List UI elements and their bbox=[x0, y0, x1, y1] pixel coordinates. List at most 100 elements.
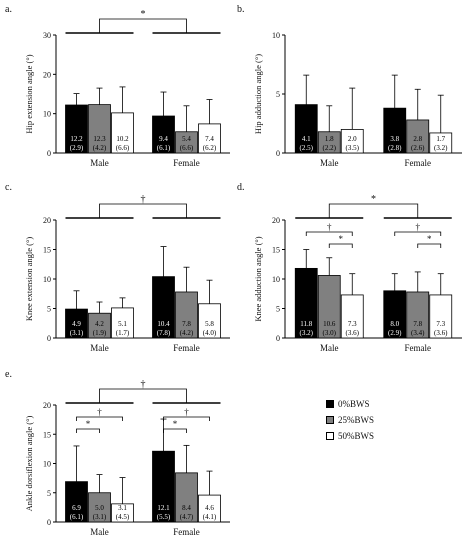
data-label: 5.4 bbox=[182, 135, 191, 143]
y-tick-label: 10 bbox=[272, 31, 280, 40]
legend-label-1: 25%BWS bbox=[338, 415, 374, 425]
bar-50%BWS bbox=[198, 123, 221, 154]
bar-0%BWS bbox=[294, 267, 318, 339]
sd-label: (6.2) bbox=[203, 144, 217, 152]
sd-label: (1.7) bbox=[116, 329, 130, 337]
bar-50%BWS bbox=[111, 307, 134, 339]
significance-bracket bbox=[328, 203, 419, 218]
data-label: 12.1 bbox=[157, 504, 170, 512]
bar-25%BWS bbox=[175, 291, 198, 339]
y-axis-title: Hip adduction angle (°) bbox=[253, 54, 263, 134]
sd-label: (4.1) bbox=[203, 513, 217, 521]
panel-4: d. 0 5 10 15 20 Knee adduction angle (°) Male 11… bbox=[237, 182, 462, 353]
significance-mark: † bbox=[141, 194, 146, 205]
sd-label: (2.6) bbox=[411, 144, 425, 152]
data-label: 4.9 bbox=[72, 320, 81, 328]
sd-label: (3.1) bbox=[70, 329, 84, 337]
sd-label: (3.2) bbox=[300, 329, 314, 337]
data-label: 5.8 bbox=[205, 320, 214, 328]
data-label: 8.0 bbox=[390, 320, 399, 328]
data-label: 12.3 bbox=[93, 135, 106, 143]
bar-25%BWS bbox=[406, 119, 430, 154]
pair-mark: † bbox=[184, 407, 189, 417]
data-label: 1.8 bbox=[325, 135, 334, 143]
panel-label: c. bbox=[5, 182, 12, 193]
sd-label: (2.2) bbox=[323, 144, 337, 152]
bar-25%BWS bbox=[88, 492, 111, 523]
significance-mark: † bbox=[141, 379, 146, 390]
sd-label: (1.9) bbox=[93, 329, 107, 337]
data-label: 3.1 bbox=[118, 504, 127, 512]
legend-swatch-0 bbox=[326, 400, 334, 408]
y-tick-label: 10 bbox=[43, 460, 51, 469]
data-label: 8.4 bbox=[182, 504, 191, 512]
data-label: 12.2 bbox=[70, 135, 83, 143]
y-tick-label: 0 bbox=[47, 334, 51, 343]
bar-0%BWS bbox=[152, 115, 175, 154]
pair-bracket bbox=[163, 428, 187, 433]
data-label: 4.2 bbox=[95, 320, 104, 328]
bar-25%BWS bbox=[88, 104, 111, 154]
x-tick-label: Female bbox=[405, 158, 432, 168]
y-tick-label: 15 bbox=[43, 430, 51, 439]
bar-0%BWS bbox=[383, 107, 407, 154]
sd-label: (4.2) bbox=[180, 329, 194, 337]
y-tick-label: 20 bbox=[43, 216, 51, 225]
significance-mark: * bbox=[141, 9, 146, 20]
pair-bracket bbox=[76, 416, 123, 421]
x-tick-label: Female bbox=[405, 343, 432, 353]
panel-2: b. 0 5 10 Hip adduction angle (°) Male 4.1(2.5… bbox=[237, 4, 462, 168]
bar-0%BWS bbox=[65, 308, 88, 339]
y-tick-label: 0 bbox=[47, 518, 51, 527]
bar-50%BWS bbox=[111, 112, 134, 154]
x-tick-label: Male bbox=[90, 158, 109, 168]
bar-0%BWS bbox=[294, 104, 318, 154]
bar-50%BWS bbox=[340, 128, 364, 154]
pair-bracket bbox=[305, 231, 353, 236]
pair-mark: * bbox=[173, 419, 178, 429]
data-label: 5.1 bbox=[118, 320, 127, 328]
bar-50%BWS bbox=[198, 494, 221, 523]
data-label: 6.9 bbox=[72, 504, 81, 512]
panel-label: e. bbox=[5, 369, 12, 380]
sd-label: (6.1) bbox=[157, 144, 171, 152]
pair-mark: * bbox=[427, 234, 432, 244]
y-tick-label: 5 bbox=[276, 305, 280, 314]
y-tick-label: 5 bbox=[276, 90, 280, 99]
data-label: 3.8 bbox=[390, 135, 399, 143]
sd-label: (3.4) bbox=[411, 329, 425, 337]
bar-25%BWS bbox=[175, 131, 198, 154]
sd-label: (2.9) bbox=[70, 144, 84, 152]
significance-bracket bbox=[99, 203, 187, 218]
data-label: 7.8 bbox=[413, 320, 422, 328]
panel-label: a. bbox=[5, 4, 12, 15]
y-axis-title: Knee extension angle (°) bbox=[24, 237, 34, 322]
sd-label: (4.7) bbox=[180, 513, 194, 521]
sd-label: (3.5) bbox=[346, 144, 360, 152]
panel-label: b. bbox=[237, 4, 245, 15]
data-label: 7.3 bbox=[348, 320, 357, 328]
data-label: 2.0 bbox=[348, 135, 357, 143]
pair-bracket bbox=[328, 243, 353, 248]
sd-label: (6.6) bbox=[116, 144, 130, 152]
bar-25%BWS bbox=[317, 275, 341, 339]
bar-25%BWS bbox=[175, 472, 198, 523]
bar-50%BWS bbox=[429, 132, 453, 154]
significance-bracket bbox=[99, 388, 187, 403]
x-tick-label: Male bbox=[90, 527, 109, 537]
legend-swatch-1 bbox=[326, 416, 334, 424]
panel-label: d. bbox=[237, 182, 245, 193]
legend-item-0: 0%BWS bbox=[326, 396, 374, 412]
data-label: 4.1 bbox=[302, 135, 311, 143]
sd-label: (3.2) bbox=[434, 144, 448, 152]
sd-label: (2.8) bbox=[388, 144, 402, 152]
legend-item-1: 25%BWS bbox=[326, 412, 374, 428]
significance-bracket bbox=[99, 18, 187, 33]
y-tick-label: 0 bbox=[276, 334, 280, 343]
pair-bracket bbox=[394, 231, 442, 236]
pair-mark: † bbox=[327, 222, 332, 232]
x-tick-label: Male bbox=[90, 343, 109, 353]
y-tick-label: 15 bbox=[272, 246, 280, 255]
data-label: 2.8 bbox=[413, 135, 422, 143]
y-axis-title: Hip extension angle (°) bbox=[24, 54, 34, 133]
